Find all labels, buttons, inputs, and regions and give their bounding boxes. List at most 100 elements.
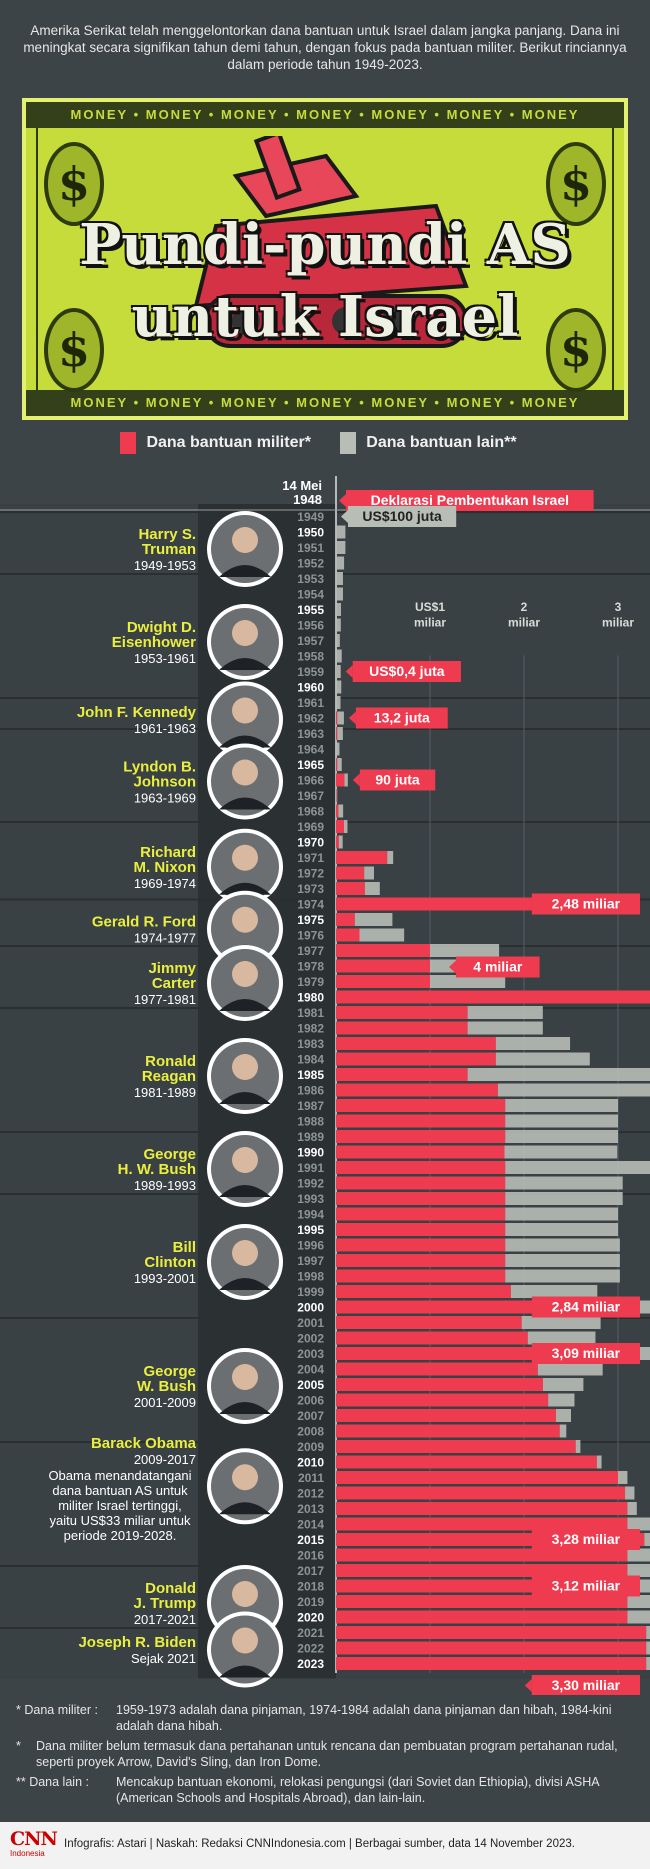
year-label: 1989 [297, 1130, 324, 1144]
callout-box [355, 707, 448, 729]
military-bar [336, 944, 430, 957]
other-bar [618, 1471, 628, 1484]
year-label: 1957 [297, 634, 324, 648]
callout-label: 13,2 juta [374, 710, 430, 726]
callout-pointer [524, 1679, 532, 1692]
president-name: Joseph R. Biden [78, 1634, 196, 1651]
president-term: 1974-1977 [134, 930, 196, 945]
other-bar [505, 1254, 620, 1267]
military-bar [336, 1285, 511, 1298]
president-name: H. W. Bush [118, 1161, 196, 1178]
callout-box [531, 1529, 640, 1550]
president-term: 1977-1981 [134, 992, 196, 1007]
year-label: 1992 [297, 1177, 324, 1191]
other-bar [354, 913, 393, 926]
other-bar [336, 618, 341, 632]
year-label: 2023 [297, 1657, 324, 1671]
other-bar [336, 742, 340, 756]
suit-shape [219, 1185, 271, 1197]
year-label: 2011 [298, 1471, 324, 1485]
military-bar [336, 1145, 505, 1159]
year-label: 2022 [297, 1642, 324, 1656]
other-bar [505, 1099, 618, 1112]
other-bar [627, 1595, 650, 1608]
other-bar [387, 851, 394, 864]
other-bar [627, 1610, 650, 1624]
other-bar [627, 1564, 650, 1577]
year-label: 1984 [297, 1053, 324, 1067]
hero-title-line1: Pundi-pundi AS [79, 212, 571, 278]
other-bar [343, 820, 348, 833]
year-label: 2018 [297, 1580, 324, 1594]
president-term: 2001-2009 [134, 1395, 196, 1410]
military-bar [336, 727, 338, 740]
other-bar [505, 1114, 618, 1128]
suit-shape [219, 1502, 271, 1515]
military-bar [336, 1114, 506, 1128]
other-bar [336, 587, 343, 601]
footnote: * Dana militer :1959-1973 adalah dana pi… [16, 1703, 612, 1733]
year-label: 1979 [297, 975, 324, 989]
year-label: 1967 [297, 789, 324, 803]
obama-note: militer Israel tertinggi, [58, 1498, 182, 1513]
president-term: 1963-1969 [134, 791, 196, 806]
year-label: 2019 [297, 1595, 324, 1609]
other-bar [364, 882, 380, 895]
money-band-top: MONEY • MONEY • MONEY • MONEY • MONEY • … [26, 102, 624, 128]
year-label: 1950 [297, 526, 324, 540]
other-bar [337, 711, 344, 725]
callout-label: US$0,4 juta [369, 663, 445, 679]
other-bar [337, 727, 343, 740]
suit-shape [219, 882, 271, 895]
year-label: 1994 [297, 1208, 324, 1222]
obama-note: Obama menandatangani [48, 1468, 191, 1483]
credit-text: Infografis: Astari | Naskah: Redaksi CNN… [64, 1838, 575, 1850]
face-shape [232, 1240, 258, 1266]
year-label: 1999 [297, 1285, 324, 1299]
hero-title-line2: untuk Israel [131, 284, 519, 350]
president-name: Carter [152, 975, 196, 992]
callout-label: 90 juta [375, 772, 420, 788]
year-label: 1966 [297, 774, 324, 788]
face-shape [232, 906, 258, 933]
year-label: 2006 [297, 1394, 324, 1408]
military-bar [336, 835, 339, 849]
other-bar [336, 556, 345, 570]
face-shape [232, 1147, 258, 1173]
other-bar [627, 1502, 637, 1515]
x-tick-label: US$1 [415, 600, 445, 614]
year-label: 2017 [297, 1564, 324, 1578]
military-bar [336, 897, 570, 911]
military-bar [336, 1409, 556, 1422]
military-bar [336, 1192, 506, 1205]
other-bar [559, 1424, 567, 1438]
military-bar [336, 758, 338, 771]
president-name: Jimmy [148, 960, 196, 977]
other-bar [505, 1223, 618, 1236]
military-bar [336, 1068, 468, 1081]
callout-label: 3,09 miliar [552, 1345, 621, 1361]
president-name: Dwight D. [127, 619, 196, 636]
military-bar [336, 1610, 628, 1624]
military-bar [336, 1471, 618, 1484]
face-shape [232, 961, 258, 987]
president-term: 1969-1974 [134, 876, 196, 891]
footnote: * Dana militer belum termasuk dana pertah… [16, 1739, 618, 1769]
year-label: 1986 [297, 1084, 324, 1098]
other-bar [336, 634, 340, 647]
dollar-icon: $ [44, 308, 104, 392]
military-bar [336, 1099, 506, 1112]
other-bar [338, 804, 344, 818]
callout-label: 2,48 miliar [552, 896, 621, 912]
callout-box [531, 1675, 640, 1695]
military-bar [336, 1331, 528, 1345]
military-bar [336, 804, 339, 818]
other-bar [336, 541, 346, 554]
president-name: Donald [145, 1580, 196, 1597]
other-bar [497, 1083, 650, 1097]
aid-bar-chart: US$1miliar2miliar3miliar4miliar5miliarUS… [0, 476, 650, 1695]
military-bar [336, 1378, 543, 1391]
year-label: 2009 [297, 1440, 324, 1454]
year-label: 1982 [297, 1022, 324, 1036]
other-bar [646, 1626, 650, 1639]
